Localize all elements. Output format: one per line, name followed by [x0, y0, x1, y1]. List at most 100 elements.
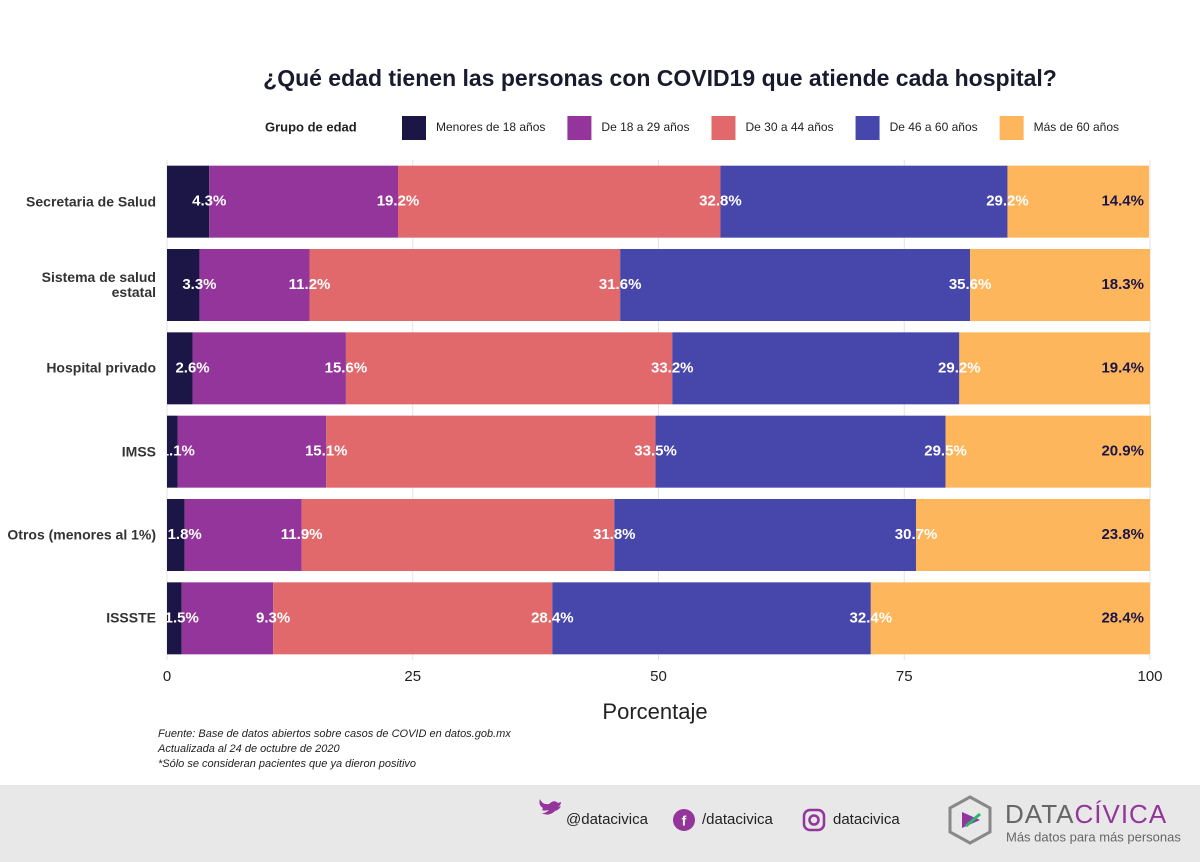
- value-label: 29.2%: [986, 193, 1029, 210]
- bar-segment: [398, 165, 721, 238]
- bar-segment: [301, 499, 615, 571]
- facebook-icon: [673, 809, 695, 831]
- bar-segment: [199, 249, 310, 321]
- brand: DATACÍVICA: [1005, 799, 1167, 829]
- legend-title: Grupo de edad: [265, 119, 357, 134]
- value-label: 32.8%: [699, 193, 742, 210]
- value-label: 2.6%: [175, 359, 209, 376]
- value-label: 3.3%: [182, 276, 216, 293]
- value-label: 1.8%: [168, 526, 202, 543]
- value-label: 32.4%: [850, 609, 893, 626]
- brand-b: CÍVICA: [1074, 799, 1167, 829]
- bar-segment: [614, 499, 917, 571]
- value-label: 4.3%: [192, 193, 226, 210]
- bar-segment: [167, 415, 178, 488]
- logo-stroke: [965, 812, 981, 828]
- bar-segment: [345, 332, 673, 405]
- value-label: 31.8%: [593, 526, 636, 543]
- value-label: 35.6%: [949, 276, 992, 293]
- instagram-lens: [808, 814, 820, 826]
- bar-segment: [970, 249, 1150, 321]
- y-tick-label: Sistema de salud estatal: [41, 269, 156, 300]
- value-label: 23.8%: [1101, 526, 1144, 543]
- chart-title: ¿Qué edad tienen las personas con COVID1…: [263, 65, 1057, 91]
- bar-segment: [167, 165, 210, 238]
- bar-segment: [309, 249, 621, 321]
- social: @datacivica f /datacivica datacivica: [539, 799, 900, 832]
- instagram-handle[interactable]: datacivica: [833, 811, 900, 828]
- instagram-icon: [802, 808, 826, 832]
- y-tick-label: ISSSTE: [106, 609, 156, 626]
- legend-label: Menores de 18 años: [436, 120, 545, 134]
- y-tick-label: IMSS: [121, 443, 156, 460]
- y-tick-label: Secretaria de Salud: [26, 193, 156, 210]
- value-label: 11.9%: [281, 526, 323, 543]
- x-tick-label: 100: [1137, 668, 1162, 685]
- bar-segment: [916, 499, 1150, 571]
- bar-segment: [209, 165, 399, 238]
- legend-swatch: [999, 116, 1024, 140]
- bar-segment: [552, 582, 871, 655]
- value-label: 19.4%: [1101, 359, 1144, 376]
- legend-label: De 30 a 44 años: [745, 120, 833, 134]
- twitter-icon: [539, 799, 561, 815]
- bar-segment: [870, 582, 1150, 655]
- bar-segment: [167, 332, 193, 405]
- value-label: 11.2%: [289, 276, 331, 293]
- bar-segment: [720, 165, 1008, 238]
- logo-hex: [948, 795, 992, 845]
- bar-segment: [167, 499, 185, 571]
- bar-segment: [1007, 165, 1150, 238]
- tagline: Más datos para más personas: [1006, 829, 1181, 844]
- value-label: 31.6%: [599, 276, 642, 293]
- x-tick-label: 75: [896, 668, 913, 685]
- y-tick-label: Otros (menores al 1%): [7, 526, 156, 543]
- twitter-handle[interactable]: @datacivica: [566, 811, 649, 828]
- bar-segment: [184, 499, 302, 571]
- legend-swatch: [402, 116, 426, 140]
- bar-segment: [181, 582, 274, 655]
- legend-label: Más de 60 años: [1034, 120, 1119, 134]
- brand-a: DATA: [1005, 799, 1074, 829]
- x-tick-label: 25: [404, 668, 421, 685]
- value-label: 19.2%: [377, 193, 420, 210]
- footer-band: [0, 785, 1200, 862]
- legend-swatch: [711, 116, 736, 140]
- bar-segment: [959, 332, 1150, 405]
- note: Actualizada al 24 de octubre de 2020: [157, 743, 341, 755]
- value-label: 1.1%: [161, 443, 195, 460]
- note: Fuente: Base de datos abiertos sobre cas…: [158, 728, 511, 740]
- legend-swatch: [855, 116, 880, 140]
- value-label: 28.4%: [1101, 609, 1144, 626]
- bar-segment: [672, 332, 960, 405]
- x-tick-label: 0: [163, 668, 171, 685]
- value-label: 1.5%: [165, 609, 199, 626]
- bar-segment: [177, 415, 327, 488]
- value-label: 33.2%: [651, 359, 694, 376]
- legend-swatch: [567, 116, 592, 140]
- x-tick-label: 50: [650, 668, 667, 685]
- value-label: 30.7%: [895, 526, 938, 543]
- value-label: 15.6%: [325, 359, 368, 376]
- bar-segment: [192, 332, 346, 405]
- logo: DATACÍVICA Más datos para más personas: [948, 795, 1181, 845]
- note: *Sólo se consideran pacientes que ya die…: [158, 758, 416, 770]
- value-label: 29.2%: [938, 359, 981, 376]
- bar-segment: [326, 415, 656, 488]
- value-label: 28.4%: [531, 609, 574, 626]
- y-tick-label: Hospital privado: [46, 359, 156, 376]
- value-label: 29.5%: [924, 443, 967, 460]
- facebook-handle[interactable]: /datacivica: [702, 811, 774, 828]
- bar-segment: [945, 415, 1151, 488]
- value-label: 14.4%: [1101, 193, 1144, 210]
- x-axis-label: Porcentaje: [602, 699, 707, 724]
- value-label: 33.5%: [634, 443, 677, 460]
- legend-label: De 46 a 60 años: [890, 120, 978, 134]
- value-label: 18.3%: [1101, 276, 1144, 293]
- value-label: 15.1%: [305, 443, 348, 460]
- bar-segment: [655, 415, 946, 488]
- value-label: 9.3%: [256, 609, 290, 626]
- bar-segment: [167, 249, 200, 321]
